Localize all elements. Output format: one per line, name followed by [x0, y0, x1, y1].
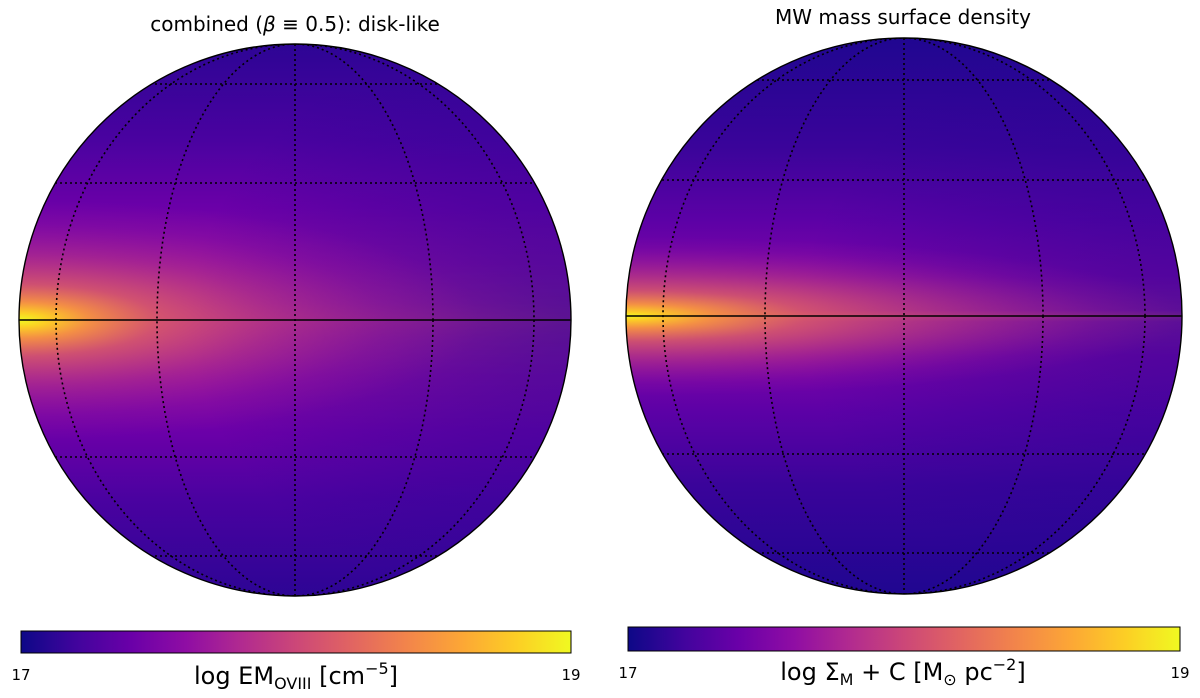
sky-map-1-disk	[19, 44, 571, 596]
colorbar-1-tick-max: 19	[561, 666, 580, 684]
sky-map-2-disk	[626, 38, 1182, 594]
colorbar-2-label: log ΣM + C [M⊙ pc−2]	[780, 655, 1025, 689]
panel-1-title: combined (β ≡ 0.5): disk-like	[150, 12, 440, 36]
sky-map-1-rim	[18, 43, 572, 597]
sky-map-2-rim	[625, 37, 1183, 595]
sky-map-panel-2: MW mass surface density 17 19 log ΣM + C…	[618, 5, 1189, 689]
colorbar-2-tick-max: 19	[1170, 664, 1189, 682]
colorbar-2-gradient	[627, 626, 1181, 652]
colorbar-1: 17 19 log EMOVIII [cm−5]	[11, 630, 581, 693]
colorbar-1-label: log EMOVIII [cm−5]	[194, 659, 398, 693]
panel-2-title: MW mass surface density	[775, 5, 1031, 29]
colorbar-1-tick-min: 17	[11, 666, 30, 684]
colorbar-1-gradient	[20, 630, 572, 654]
sky-map-panel-1: combined (β ≡ 0.5): disk-like 17 19 log …	[11, 12, 580, 693]
colorbar-2: 17 19 log ΣM + C [M⊙ pc−2]	[618, 626, 1190, 689]
colorbar-2-tick-min: 17	[618, 664, 637, 682]
